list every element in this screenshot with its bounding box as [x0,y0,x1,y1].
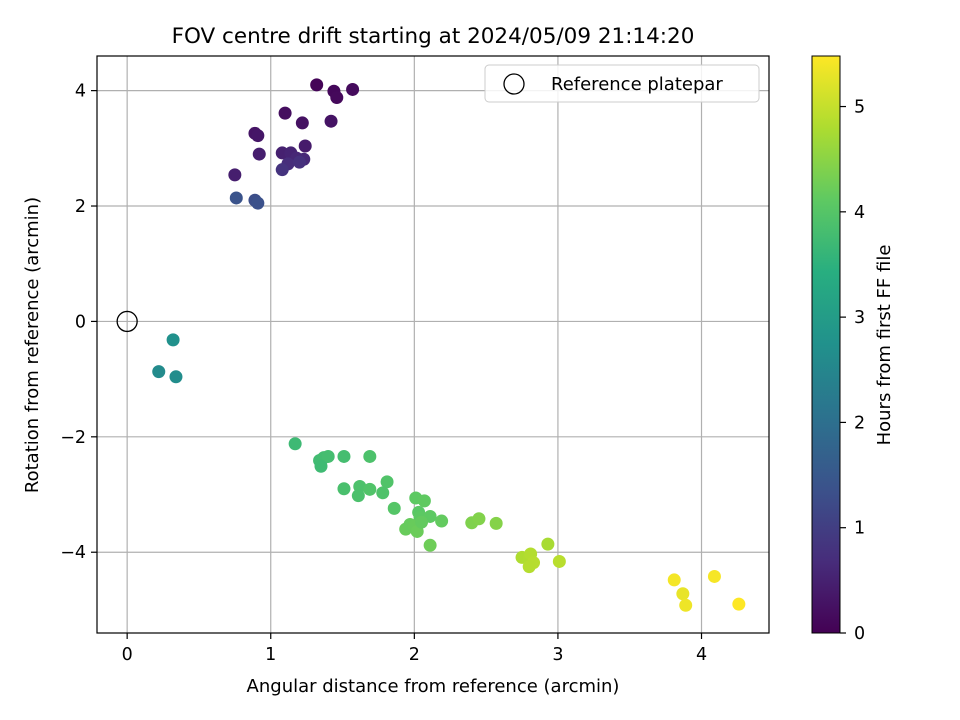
data-point [376,486,390,500]
data-point [298,139,312,153]
data-point [676,587,690,601]
data-point [346,82,360,96]
data-point [489,516,503,530]
x-tick-label: 3 [552,645,563,665]
data-point [380,475,394,489]
colorbar-tick-label: 4 [854,203,865,223]
colorbar-tick-label: 3 [854,308,865,328]
data-point [252,147,266,161]
y-tick-label: 0 [75,312,86,332]
chart-title: FOV centre drift starting at 2024/05/09 … [172,24,695,49]
data-point [415,515,429,529]
colorbar-tick-label: 1 [854,519,865,539]
data-point [351,489,365,503]
x-tick-label: 2 [409,645,420,665]
data-point [330,91,344,105]
data-point [541,537,555,551]
x-tick-label: 4 [696,645,707,665]
legend: Reference platepar [484,64,760,103]
colorbar-tick-label: 0 [854,624,865,644]
data-point [707,569,721,583]
data-point [288,437,302,451]
data-point [552,554,566,568]
data-point [228,168,242,182]
data-point [229,191,243,205]
legend-reference-marker [503,73,525,95]
colorbar-tick-label: 2 [854,413,865,433]
data-point [337,449,351,463]
x-ticks: 0 1 2 3 4 [122,633,707,665]
data-point [278,106,292,120]
legend-entry-label: Reference platepar [551,74,723,95]
y-ticks: −4 −2 0 2 4 [60,82,97,563]
data-point [295,116,309,130]
x-axis-label: Angular distance from reference (arcmin) [247,676,620,697]
data-point [251,196,265,210]
data-point [275,163,289,177]
data-point [417,494,431,508]
x-tick-label: 1 [265,645,276,665]
points [152,78,746,612]
data-point [337,482,351,496]
reference-marker-group [116,310,138,333]
data-point [387,501,401,515]
colorbar-gradient [811,55,841,634]
colorbar-ticks: 0 1 2 3 4 5 [840,98,865,644]
data-point [310,78,324,92]
data-point [292,155,306,169]
data-point [423,538,437,552]
data-point [166,333,180,347]
data-point [435,514,449,528]
data-point [363,449,377,463]
data-point [152,365,166,379]
y-tick-label: −2 [60,428,86,448]
data-point [679,598,693,612]
plot-frame [96,55,770,634]
y-tick-label: 2 [75,197,86,217]
legend-box [484,64,760,103]
y-tick-label: 4 [75,82,86,102]
colorbar: 0 1 2 3 4 5 Hours from first FF file [811,55,895,644]
y-axis-label: Rotation from reference (arcmin) [22,197,43,493]
data-point [169,370,183,384]
data-point [667,573,681,587]
data-point [472,512,486,526]
data-point [522,560,536,574]
data-point [324,114,338,128]
y-tick-label: −4 [60,543,86,563]
reference-point-marker [116,310,138,333]
data-point [314,459,328,473]
data-point [732,597,746,611]
colorbar-tick-label: 5 [854,98,865,118]
data-point [363,482,377,496]
x-tick-label: 0 [122,645,133,665]
colorbar-label: Hours from first FF file [874,245,895,446]
data-point [321,449,335,463]
data-point [251,129,265,143]
